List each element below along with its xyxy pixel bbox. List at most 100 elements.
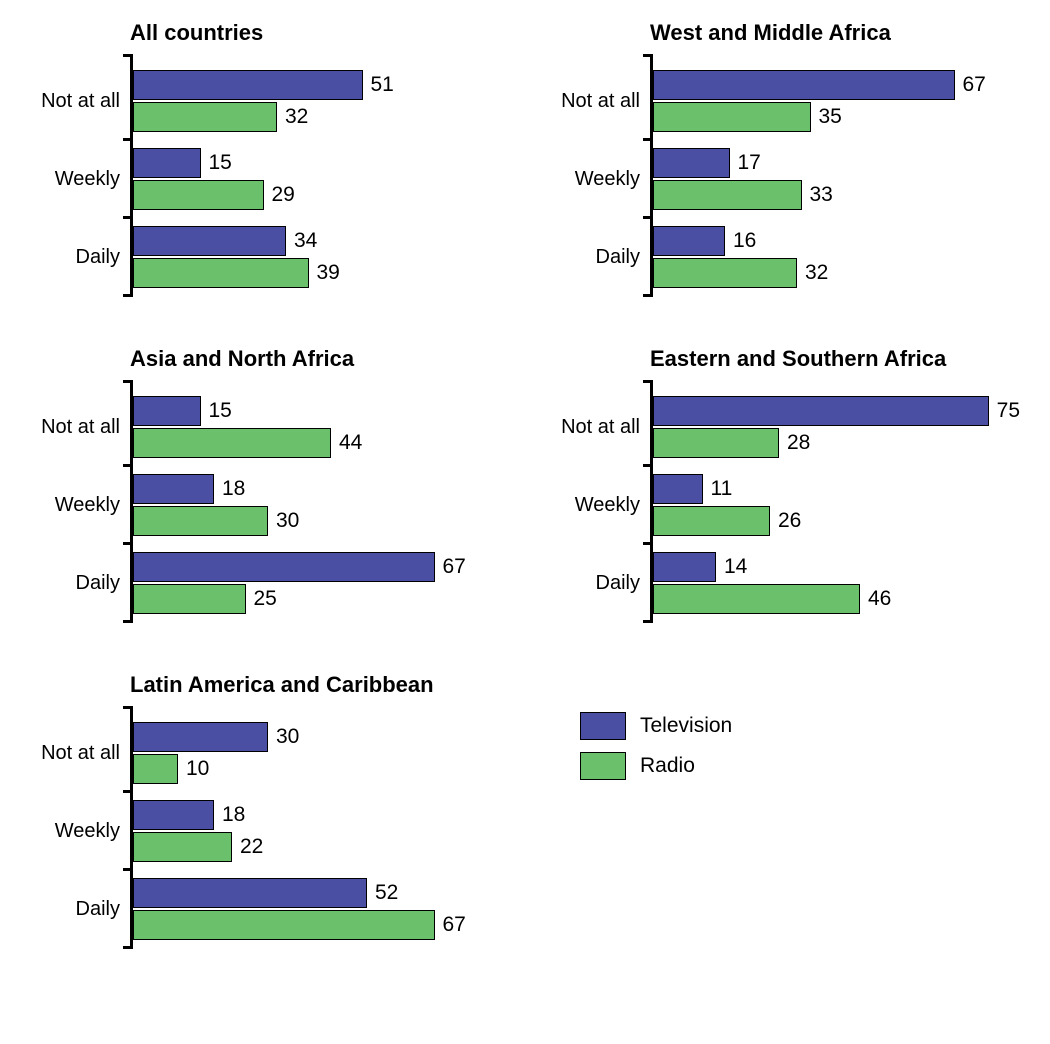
y-label: Not at all [540, 62, 650, 140]
bar-value: 32 [805, 261, 828, 285]
bar-group: 15 44 [133, 388, 500, 466]
bar-value: 34 [294, 229, 317, 253]
bar-television [133, 474, 214, 504]
bar-radio [133, 258, 309, 288]
bar-television [653, 474, 703, 504]
y-label: Weekly [540, 466, 650, 544]
bar-television [133, 226, 286, 256]
bar-value: 22 [240, 835, 263, 859]
bar-value: 52 [375, 881, 398, 905]
y-label: Daily [20, 218, 130, 296]
bar-value: 32 [285, 105, 308, 129]
y-axis-labels: Not at all Weekly Daily [20, 54, 130, 296]
bar-television [653, 396, 989, 426]
legend-label: Television [640, 714, 732, 738]
bar-value: 17 [738, 151, 761, 175]
bar-television [133, 800, 214, 830]
bar-radio [133, 910, 435, 940]
bar-value: 51 [371, 73, 394, 97]
bar-radio [653, 506, 770, 536]
bar-value: 29 [272, 183, 295, 207]
panel-title: West and Middle Africa [650, 20, 1030, 46]
bar-group: 15 29 [133, 140, 500, 218]
bar-group: 67 35 [653, 62, 1020, 140]
bar-television [133, 70, 363, 100]
bar-group: 11 26 [653, 466, 1020, 544]
y-label: Weekly [20, 140, 130, 218]
panel-all-countries: All countries Not at all Weekly Daily 51… [20, 20, 510, 296]
y-label: Weekly [20, 792, 130, 870]
bar-group: 18 22 [133, 792, 500, 870]
legend: Television Radio [540, 672, 1030, 948]
chart-area: Not at all Weekly Daily 51 32 15 29 34 [20, 54, 510, 296]
bar-radio [653, 258, 797, 288]
charts-grid: All countries Not at all Weekly Daily 51… [20, 20, 1030, 948]
legend-swatch [580, 712, 626, 740]
bar-television [133, 878, 367, 908]
panel-title: Eastern and Southern Africa [650, 346, 1030, 372]
bar-value: 28 [787, 431, 810, 455]
bar-value: 30 [276, 509, 299, 533]
panel-title: Latin America and Caribbean [130, 672, 510, 698]
bar-value: 15 [209, 151, 232, 175]
chart-area: Not at all Weekly Daily 15 44 18 30 67 [20, 380, 510, 622]
y-label: Not at all [540, 388, 650, 466]
bar-value: 46 [868, 587, 891, 611]
bar-group: 34 39 [133, 218, 500, 296]
chart-area: Not at all Weekly Daily 67 35 17 33 16 [540, 54, 1030, 296]
y-axis-labels: Not at all Weekly Daily [20, 706, 130, 948]
y-axis-labels: Not at all Weekly Daily [20, 380, 130, 622]
bars-region: 51 32 15 29 34 39 [130, 54, 500, 296]
y-label: Daily [540, 544, 650, 622]
bar-value: 25 [254, 587, 277, 611]
bar-group: 16 32 [653, 218, 1020, 296]
legend-label: Radio [640, 754, 695, 778]
panel-title: Asia and North Africa [130, 346, 510, 372]
bar-television [653, 226, 725, 256]
legend-swatch [580, 752, 626, 780]
bar-group: 14 46 [653, 544, 1020, 622]
chart-area: Not at all Weekly Daily 30 10 18 22 52 [20, 706, 510, 948]
bar-radio [133, 506, 268, 536]
bars-region: 15 44 18 30 67 25 [130, 380, 500, 622]
bar-group: 67 25 [133, 544, 500, 622]
panel-west-middle-africa: West and Middle Africa Not at all Weekly… [540, 20, 1030, 296]
bar-television [653, 148, 730, 178]
legend-item-radio: Radio [580, 752, 1030, 780]
y-label: Not at all [20, 62, 130, 140]
bar-value: 10 [186, 757, 209, 781]
bar-television [133, 148, 201, 178]
bar-radio [133, 754, 178, 784]
bar-value: 30 [276, 725, 299, 749]
bar-radio [653, 180, 802, 210]
bar-value: 39 [317, 261, 340, 285]
bar-television [133, 552, 435, 582]
bar-television [133, 722, 268, 752]
bar-group: 18 30 [133, 466, 500, 544]
panel-asia-north-africa: Asia and North Africa Not at all Weekly … [20, 346, 510, 622]
y-label: Not at all [20, 714, 130, 792]
y-label: Daily [540, 218, 650, 296]
bar-value: 44 [339, 431, 362, 455]
y-axis-labels: Not at all Weekly Daily [540, 380, 650, 622]
bar-value: 75 [997, 399, 1020, 423]
bar-radio [133, 832, 232, 862]
bar-value: 18 [222, 803, 245, 827]
panel-latin-america-caribbean: Latin America and Caribbean Not at all W… [20, 672, 510, 948]
bar-radio [133, 584, 246, 614]
bar-value: 67 [963, 73, 986, 97]
bar-radio [133, 102, 277, 132]
bar-group: 52 67 [133, 870, 500, 948]
chart-area: Not at all Weekly Daily 75 28 11 26 14 [540, 380, 1030, 622]
bar-group: 30 10 [133, 714, 500, 792]
bar-value: 26 [778, 509, 801, 533]
y-label: Weekly [540, 140, 650, 218]
y-label: Weekly [20, 466, 130, 544]
panel-eastern-southern-africa: Eastern and Southern Africa Not at all W… [540, 346, 1030, 622]
y-label: Not at all [20, 388, 130, 466]
bar-radio [653, 428, 779, 458]
bar-value: 15 [209, 399, 232, 423]
bar-television [653, 70, 955, 100]
bar-value: 35 [819, 105, 842, 129]
bar-value: 14 [724, 555, 747, 579]
